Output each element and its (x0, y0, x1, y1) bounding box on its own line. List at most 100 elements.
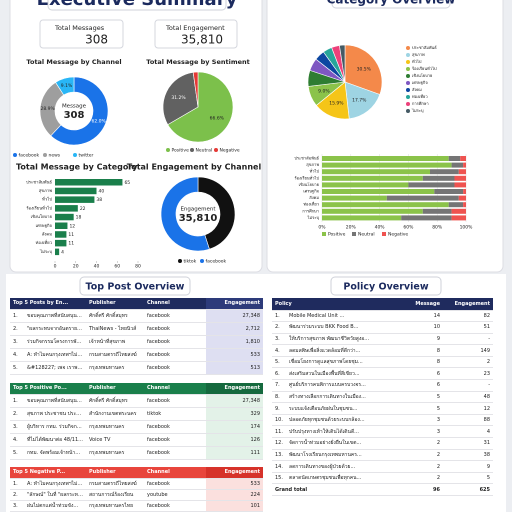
table-cell: ที่ไม่ได้พัฒนาต่อ 48/11... (24, 433, 86, 447)
column-header: Publisher (86, 467, 145, 479)
table-cell: 11. (272, 425, 286, 439)
legend-swatch (43, 153, 47, 157)
table-row: 4. A: ทำไมคนกรุงเทพฯไม่ค่อย... กรมสามตรรถี… (10, 348, 263, 362)
bar-segment (448, 156, 461, 161)
x-tick-label: 80 (135, 264, 141, 270)
table-cell: 174 (206, 420, 263, 434)
x-tick-label: 20 (73, 264, 79, 270)
table-cell: 7. (272, 379, 286, 392)
total-cell: 96 (388, 483, 444, 497)
total-row: Grand total 96 625 (272, 483, 494, 497)
legend-label: ร้องเรียนทั่วไป (412, 66, 437, 71)
table-cell: facebook (144, 394, 206, 408)
table-cell: 4. (272, 344, 286, 357)
table-row: 2. "ผลกระทบจากอันตรายกิจ... ThaiNews - ไทย… (10, 322, 263, 336)
table-cell: ThaiNews - ไทยนิวส์ (86, 322, 144, 336)
table-cell: ปลอดภัยทุกชุมชนด้วยระบบกล้อง... (286, 414, 389, 427)
table-cell: Voice TV (86, 433, 144, 447)
panel (266, 0, 504, 273)
category-label: ท่องเที่ยว (36, 239, 53, 245)
column-header: Engagement (443, 298, 494, 311)
category-label: เศรษฐกิจ (36, 223, 53, 228)
table-cell: facebook (144, 348, 206, 362)
x-tick-label: 40 (94, 264, 100, 270)
slice-label: 66.6% (210, 115, 225, 121)
section-box (79, 276, 191, 296)
table-cell: เจ้าหน้าที่สุขภาพ (86, 335, 144, 349)
bar (55, 213, 74, 221)
table-cell: 1. (10, 309, 24, 323)
center-value: 308 (64, 110, 85, 121)
table-cell: ส่งเสริมสวนในเมืองพื้นที่สีเขียว... (286, 367, 389, 381)
post-table: Top 5 Negative P... Publisher Channel Engag… (10, 467, 264, 512)
table-cell: 10 (388, 321, 444, 334)
bar-segment (430, 169, 459, 175)
bar-segment (463, 189, 466, 194)
table-cell: 5 (388, 391, 444, 404)
table-cell: 51 (443, 321, 494, 334)
bar-segment (322, 175, 423, 181)
title-box (47, 0, 227, 11)
table-cell: 1. (272, 310, 286, 323)
table-row: 4. ลดมลพิษเพื่อสิ่งแวดล้อมที่ดีกว่า... 8 14… (272, 344, 494, 357)
bar-segment (458, 169, 466, 175)
legend-label: ไม่ระบุ (411, 108, 424, 114)
post-table: Top 5 Posts by En... Publisher Channel Enga… (10, 298, 263, 375)
table-row: 5. &#128227; เพจ เราพร้อม... กรุงเทพมหานคร… (10, 361, 263, 375)
legend-label: Negative (220, 148, 240, 154)
table-cell: 5. (10, 361, 24, 375)
value-label: 11 (68, 241, 74, 247)
legend-swatch (406, 81, 410, 85)
legend-label: ทั่วไป (412, 59, 422, 64)
value-label: 40 (99, 188, 105, 194)
table-row: 5. เชื่อมโยงการดูแลสุขภาพโดยชุม... 8 2 (272, 356, 494, 369)
column-header: Channel (144, 298, 206, 310)
table-row: 5. กทม. จัดพร้อมเจ้าหน้าที่... กรุงเทพมหาน… (10, 446, 263, 460)
table-cell: 8 (388, 344, 444, 357)
table-cell: ศูนย์บริการคนพิการแบบครบวงจร... (286, 379, 389, 392)
table-cell: 9. (272, 402, 286, 415)
table-cell: 513 (206, 361, 263, 375)
center-value: 35,810 (179, 213, 218, 224)
kpi-value: 35,810 (181, 33, 223, 47)
table-cell: 2 (388, 449, 444, 462)
legend-swatch (406, 95, 410, 99)
category-label: เชิงนโยบาย (31, 214, 53, 219)
table-cell: 9 (388, 333, 444, 346)
legend-swatch (200, 259, 204, 263)
category-label: ทั่วไป (310, 169, 320, 174)
table-row: 14. ลดการเดินทางของผู้ป่วยด้วย... 2 9 (272, 460, 494, 473)
table-cell: 2 (388, 460, 444, 473)
table-cell: ให้บริการสุขภาพ พัฒนาชีวิตวัยสูงอ... (286, 333, 389, 346)
bar-segment (322, 182, 409, 188)
legend-swatch (406, 60, 410, 64)
table-cell: facebook (144, 335, 206, 349)
bar-segment (448, 202, 464, 208)
table-cell: ตลาดนัดเกษตรชุมชนเพื่อทุกคน... (286, 472, 389, 485)
table-cell: "ลักษณ์" ในที่ "ผลกระทบ... (24, 489, 87, 501)
policy-table: Policy Message Engagement 1. Mobile Medical … (272, 298, 494, 497)
legend-label: twitter (79, 153, 94, 159)
value-label: 65 (124, 180, 130, 186)
table-cell: กรมสามตรรถีไทยสงฆ์ (86, 478, 145, 490)
table-cell: 15. (272, 472, 286, 485)
category-label: ทั่วไป (42, 196, 52, 202)
x-tick-label: 40% (375, 225, 386, 231)
bar (55, 179, 123, 186)
table-cell: กรุงเทพมหานคร (86, 420, 144, 434)
x-tick-label: 80% (432, 225, 443, 231)
value-label: 4 (61, 249, 64, 255)
chart-title: Total Message by Category (16, 163, 138, 172)
legend-label: facebook (19, 153, 40, 159)
bar-segment (322, 156, 449, 161)
column-header: Policy (272, 298, 389, 311)
bar-segment (434, 189, 464, 194)
column-header: Publisher (86, 298, 144, 310)
table-cell: 38 (443, 449, 494, 462)
table-cell: ผู้บริหาร กทม. ร่วมกิจกรรม... (24, 420, 86, 434)
legend-label: Neutral (196, 148, 213, 154)
table-cell: 4 (443, 425, 494, 439)
column-header: Channel (144, 467, 207, 479)
category-label: ประชาสัมพันธ์ (294, 156, 319, 161)
